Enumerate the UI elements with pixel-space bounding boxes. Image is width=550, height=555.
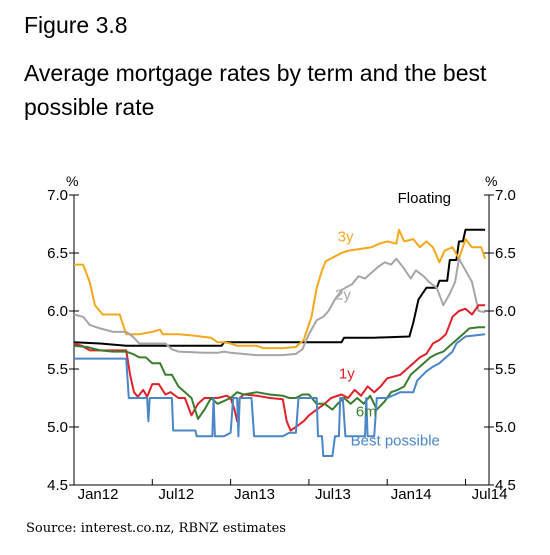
x-tick-label: Jul13 xyxy=(315,486,351,503)
x-tick-label: Jan14 xyxy=(391,486,432,503)
y-tick-label-right: 4.5 xyxy=(495,477,516,494)
chart-title: Average mortgage rates by term and the b… xyxy=(24,60,487,120)
y-tick-label-left: 4.5 xyxy=(47,477,68,494)
series-label-3y: 3y xyxy=(338,228,354,245)
y-tick-label-right: 5.5 xyxy=(495,361,516,378)
y-tick-label-right: 7.0 xyxy=(495,187,516,204)
y-unit-right: % xyxy=(485,173,497,189)
series-line-1y xyxy=(73,304,486,432)
series-line-3y xyxy=(74,228,487,350)
x-tick-label: Jul14 xyxy=(472,486,508,503)
series-label-2y: 2y xyxy=(335,286,351,303)
x-tick-label: Jan13 xyxy=(234,486,275,503)
y-tick-label-right: 6.0 xyxy=(495,303,516,320)
series-line-6m xyxy=(73,326,486,420)
series-line-floating xyxy=(73,228,486,347)
y-tick-label-left: 6.0 xyxy=(47,303,68,320)
series-label-6m: 6m xyxy=(356,404,377,421)
y-tick-label-right: 6.5 xyxy=(495,245,516,262)
y-tick-label-left: 5.5 xyxy=(47,361,68,378)
chart-series-labels: Floating 3y 2y 1y 6m Best possible xyxy=(335,190,451,449)
y-tick-label-left: 5.0 xyxy=(47,419,68,436)
chart-series xyxy=(73,228,487,457)
source-note: Source: interest.co.nz, RBNZ estimates xyxy=(26,521,286,536)
x-tick-label: Jul12 xyxy=(158,486,194,503)
x-tick-label: Jan12 xyxy=(78,486,119,503)
chart-axes: % % 4.5 4.5 5.0 5.0 5.5 5.5 6.0 6.0 6.5 6.5 7.0 7.0 Ja… xyxy=(47,173,516,503)
series-line-2y xyxy=(73,257,486,357)
y-tick-label-left: 6.5 xyxy=(47,245,68,262)
mortgage-rates-chart: % % 4.5 4.5 5.0 5.0 5.5 5.5 6.0 6.0 6.5 6.5 7.0 7.0 Ja… xyxy=(47,173,516,503)
series-label-1y: 1y xyxy=(339,365,355,382)
y-tick-label-left: 7.0 xyxy=(47,187,68,204)
figure-label: Figure 3.8 xyxy=(24,12,128,38)
y-tick-label-right: 5.0 xyxy=(495,419,516,436)
y-unit-left: % xyxy=(66,173,78,189)
series-label-best-possible: Best possible xyxy=(351,433,440,450)
series-label-floating: Floating xyxy=(398,190,451,207)
series-line-best-possible xyxy=(74,333,486,457)
